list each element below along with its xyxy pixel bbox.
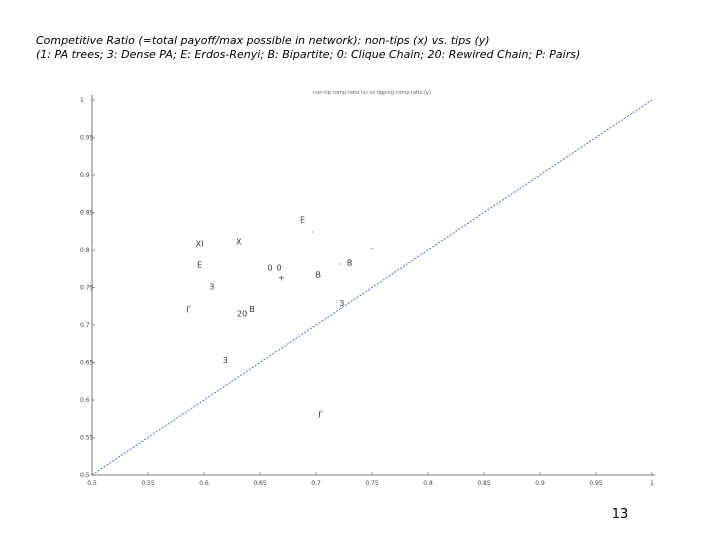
x-tick-label: 1 bbox=[650, 480, 654, 487]
point-label: . bbox=[371, 242, 374, 251]
x-tick-label: 0.65 bbox=[253, 480, 267, 487]
y-tick-label: 0.85 bbox=[80, 210, 94, 217]
y-tick-label: 0.8 bbox=[80, 247, 90, 254]
point-label: B bbox=[347, 258, 353, 267]
y-tick-label: 1 bbox=[80, 97, 84, 104]
x-tick-label: 0.9 bbox=[535, 480, 545, 487]
y-tick-label: 0.65 bbox=[80, 360, 94, 367]
x-tick-label: 0.7 bbox=[311, 480, 321, 487]
point-label: . bbox=[311, 225, 314, 234]
x-tick-label: 0.5 bbox=[87, 480, 97, 487]
point-label: E bbox=[197, 261, 202, 270]
x-tick-label: 0.85 bbox=[477, 480, 491, 487]
slide-subtitle: (1: PA trees; 3: Dense PA; E: Erdos-Reny… bbox=[36, 48, 580, 61]
y-tick-label: 0.6 bbox=[80, 397, 90, 404]
point-label: 0 bbox=[268, 264, 273, 273]
y-tick-label: 0.55 bbox=[80, 435, 94, 442]
x-tick-label: 0.6 bbox=[199, 480, 209, 487]
y-tick-label: 0.75 bbox=[80, 285, 94, 292]
x-tick-label: 0.95 bbox=[589, 480, 603, 487]
point-label: 3 bbox=[223, 356, 228, 365]
point-label: XI bbox=[196, 240, 204, 249]
point-label: 3 bbox=[339, 299, 344, 308]
point-label: + bbox=[278, 273, 285, 282]
y-tick-label: 0.9 bbox=[80, 172, 90, 179]
chart-title: non-tip comp ratio (x) vs tipping comp r… bbox=[313, 90, 431, 96]
y-tick-label: 0.7 bbox=[80, 322, 90, 329]
y-tick-label: 0.5 bbox=[80, 472, 90, 479]
point-label: . bbox=[338, 258, 341, 267]
point-label: 20 bbox=[237, 309, 247, 318]
x-tick-label: 0.8 bbox=[423, 480, 433, 487]
slide-title: Competitive Ratio (=total payoff/max pos… bbox=[36, 34, 490, 47]
x-tick-label: 0.75 bbox=[365, 480, 379, 487]
point-label: E bbox=[300, 216, 305, 225]
point-label: Γ bbox=[318, 411, 323, 420]
point-label: X bbox=[236, 237, 242, 246]
x-tick-label: 0.55 bbox=[141, 480, 155, 487]
y-tick-label: 0.95 bbox=[80, 135, 94, 142]
page-number: 13 bbox=[612, 507, 629, 522]
point-label: 3 bbox=[209, 282, 214, 291]
point-label: 0 bbox=[276, 264, 281, 273]
reference-line bbox=[91, 99, 653, 476]
point-label: B bbox=[249, 305, 255, 314]
point-label: Γ bbox=[186, 306, 191, 315]
point-label: B bbox=[315, 270, 321, 279]
